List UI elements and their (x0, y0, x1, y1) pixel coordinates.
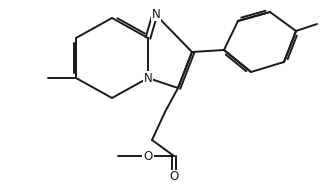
Text: O: O (143, 150, 153, 163)
Text: O: O (169, 171, 179, 184)
Text: N: N (152, 7, 160, 20)
Text: N: N (144, 71, 152, 84)
